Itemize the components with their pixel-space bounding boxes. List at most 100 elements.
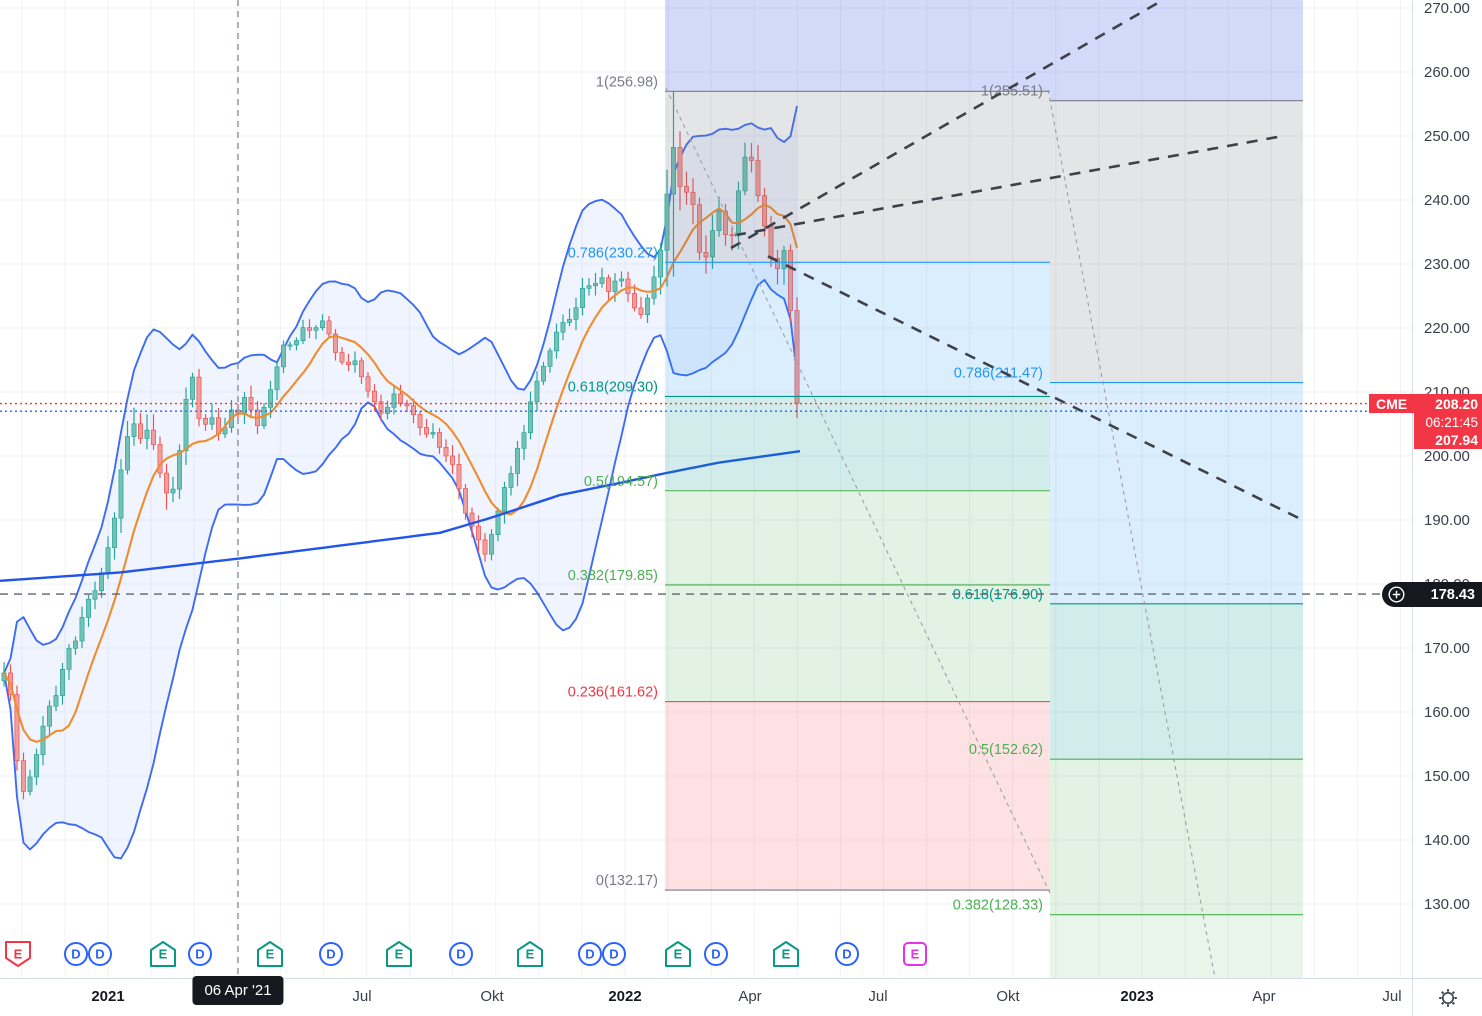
svg-text:D: D [585, 947, 594, 962]
time-tick: Apr [738, 988, 762, 1005]
earnings-beat-icon: E [150, 941, 176, 967]
fib-level-label: 0.382(179.85) [568, 568, 658, 584]
fib-level-label: 0.786(230.27) [568, 245, 658, 261]
svg-text:D: D [609, 947, 618, 962]
earnings-beat-icon: E [665, 941, 691, 967]
grid [0, 0, 1412, 978]
svg-text:E: E [526, 947, 535, 962]
dividend-icon: D [319, 942, 343, 966]
dividend-marker[interactable]: D [834, 941, 860, 967]
svg-text:D: D [711, 947, 720, 962]
svg-text:E: E [159, 947, 168, 962]
time-tick: Jul [352, 988, 372, 1005]
countdown-value: 06:21:45 [1425, 414, 1478, 430]
earnings-beat-marker[interactable]: E [386, 941, 412, 967]
svg-text:D: D [95, 947, 104, 962]
dividend-marker[interactable]: D [318, 941, 344, 967]
svg-text:E: E [674, 947, 683, 962]
earnings-beat-marker[interactable]: E [257, 941, 283, 967]
dividend-marker[interactable]: D [448, 941, 474, 967]
earnings-miss-marker[interactable]: E [5, 941, 31, 967]
time-tick: 2021 [91, 988, 125, 1005]
fib-level-label: 0.618(176.90) [953, 587, 1043, 603]
earnings-beat-icon: E [773, 941, 799, 967]
fib-level-label: 0.382(128.33) [953, 898, 1043, 914]
ma-fast-line [3, 203, 799, 743]
svg-text:E: E [395, 947, 404, 962]
svg-text:D: D [842, 947, 851, 962]
price-tick: 240.00 [1424, 192, 1470, 209]
fib-level-label: 0(132.17) [596, 873, 658, 889]
price-tick: 200.00 [1424, 448, 1470, 465]
price-tick: 270.00 [1424, 0, 1470, 17]
time-tick: Jul [1382, 988, 1402, 1005]
earnings-beat-marker[interactable]: E [150, 941, 176, 967]
fib-level-label: 0.5(152.62) [969, 742, 1043, 758]
last-price-badge: CME 208.20 [1369, 394, 1482, 414]
price-tick: 260.00 [1424, 64, 1470, 81]
dividend-icon: D [602, 942, 626, 966]
time-tick: Okt [996, 988, 1020, 1005]
fib-level-label: 0.618(209.30) [568, 379, 658, 395]
crosshair-price-badge[interactable]: 178.43 [1382, 582, 1482, 608]
earnings-beat-icon: E [517, 941, 543, 967]
price-tick: 250.00 [1424, 128, 1470, 145]
candles [1, 91, 800, 800]
price-tick: 160.00 [1424, 704, 1470, 721]
price-tick: 230.00 [1424, 256, 1470, 273]
gear-icon[interactable] [1437, 987, 1459, 1009]
bar-countdown-badge: 06:21:45 [1414, 413, 1482, 432]
earnings-beat-marker[interactable]: E [517, 941, 543, 967]
fib-zones-1 [665, 0, 1050, 891]
dividend-marker[interactable]: D [87, 941, 113, 967]
fib-level-label: 0.5(194.57) [584, 474, 658, 490]
dividend-marker[interactable]: D [63, 941, 89, 967]
dividend-marker[interactable]: D [187, 941, 213, 967]
time-tick: 2023 [1120, 988, 1154, 1005]
dividend-marker[interactable]: D [601, 941, 627, 967]
dividend-marker[interactable]: D [577, 941, 603, 967]
earnings-upcoming-marker[interactable]: E [902, 941, 928, 967]
ma-long-line [0, 449, 801, 582]
last-price-value: 208.20 [1435, 395, 1478, 412]
svg-text:E: E [266, 947, 275, 962]
earnings-beat-marker[interactable]: E [773, 941, 799, 967]
time-tick: Apr [1252, 988, 1276, 1005]
trend-line[interactable] [734, 134, 1284, 237]
fib-level-label: 0.786(211.47) [954, 366, 1043, 382]
earnings-beat-marker[interactable]: E [665, 941, 691, 967]
exchange-label: CME [1376, 395, 1408, 412]
crosshair-date-tooltip: 06 Apr '21 [192, 976, 284, 1005]
svg-text:D: D [456, 947, 465, 962]
dividend-icon: D [449, 942, 473, 966]
time-axis[interactable]: 2021 Jul Okt 2022 Apr Jul Okt 2023 Apr Jul 06 Apr… [0, 976, 1412, 1016]
fib-levels-1[interactable] [665, 90, 1050, 891]
prev-price-badge: 207.94 [1414, 431, 1482, 450]
dividend-icon: D [835, 942, 859, 966]
price-chart-canvas[interactable]: 1(256.98) 0.786(230.27) 0.618(209.30) 0.5(1… [0, 0, 1412, 978]
svg-text:D: D [195, 947, 204, 962]
time-tick: Okt [480, 988, 504, 1005]
fib-levels-2[interactable] [1050, 100, 1303, 916]
crosshair-price-value: 178.43 [1430, 586, 1475, 603]
price-axis[interactable]: 270.00 260.00 250.00 240.00 230.00 220.00 210.… [1369, 0, 1482, 978]
axis-settings-corner[interactable] [1412, 978, 1482, 1016]
trend-line[interactable] [730, 0, 1164, 250]
svg-text:E: E [911, 947, 920, 962]
add-alert-plus-icon[interactable] [1388, 586, 1405, 603]
dividend-icon: D [188, 942, 212, 966]
earnings-beat-icon: E [386, 941, 412, 967]
time-tick: Jul [868, 988, 888, 1005]
fib-anchor-line[interactable] [1047, 89, 1216, 978]
svg-text:E: E [782, 947, 791, 962]
price-tick: 190.00 [1424, 512, 1470, 529]
earnings-miss-icon: E [5, 941, 31, 967]
fib-level-label: 1(256.98) [596, 74, 658, 90]
dividend-marker[interactable]: D [703, 941, 729, 967]
svg-text:E: E [14, 947, 23, 962]
time-tick: 2022 [608, 988, 642, 1005]
earnings-upcoming-icon: E [903, 942, 927, 966]
earnings-beat-icon: E [257, 941, 283, 967]
